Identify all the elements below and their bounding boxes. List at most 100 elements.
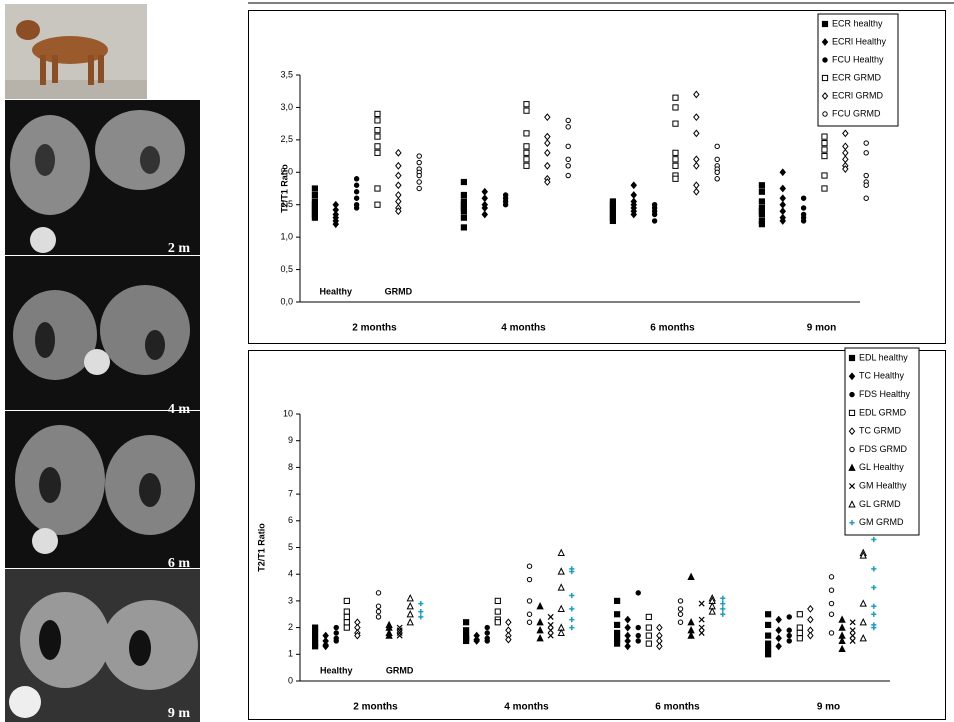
point	[464, 638, 469, 643]
point	[766, 652, 771, 657]
x-tick-label: 6 months	[650, 323, 695, 334]
point	[839, 624, 845, 630]
annotation: GRMD	[386, 665, 414, 675]
point	[673, 105, 678, 110]
annotation: GRMD	[385, 286, 413, 296]
point	[694, 114, 699, 120]
point	[375, 150, 380, 155]
point	[312, 186, 317, 191]
point	[524, 131, 529, 136]
point	[864, 183, 868, 187]
point	[822, 186, 827, 191]
point	[376, 604, 380, 608]
legend-label: ECRl Healthy	[832, 36, 887, 46]
annotation: Healthy	[320, 286, 353, 296]
point	[776, 616, 781, 622]
legend-label: ECR GRMD	[832, 72, 881, 82]
point	[871, 566, 876, 571]
point	[839, 616, 845, 622]
panel-label: 4 m	[168, 402, 191, 417]
point	[344, 625, 349, 630]
point	[808, 616, 813, 622]
y-tick-label: 2,5	[280, 134, 293, 144]
point	[822, 173, 827, 178]
point	[396, 150, 401, 156]
point	[397, 628, 402, 633]
point	[558, 568, 564, 574]
x-tick-label: 9 mo	[817, 702, 840, 713]
point	[524, 108, 529, 113]
point	[843, 130, 848, 136]
point	[376, 615, 380, 619]
page: 2 m 4 m 6 m 9 m 0,00,51,01,52,02,53,03,5…	[0, 0, 954, 722]
point	[524, 157, 529, 162]
point	[417, 160, 421, 164]
point	[850, 633, 855, 638]
legend-marker	[822, 21, 827, 26]
point	[610, 218, 615, 223]
point	[558, 584, 564, 590]
point	[715, 170, 719, 174]
point	[537, 619, 543, 625]
point	[780, 169, 785, 175]
point	[485, 625, 489, 629]
y-tick-label: 1,0	[280, 232, 293, 242]
point	[797, 612, 802, 617]
point	[699, 617, 704, 622]
point	[673, 121, 678, 126]
point	[766, 633, 771, 638]
point	[558, 550, 564, 556]
point	[615, 630, 620, 635]
point	[344, 609, 349, 614]
point	[625, 616, 630, 622]
point	[417, 180, 421, 184]
point	[482, 211, 487, 217]
point	[566, 164, 570, 168]
point	[485, 639, 489, 643]
point	[829, 601, 833, 605]
point	[537, 603, 543, 609]
point	[566, 173, 570, 177]
point	[482, 189, 487, 195]
point	[569, 625, 574, 630]
point	[678, 599, 682, 603]
point	[864, 141, 868, 145]
point	[766, 641, 771, 646]
point	[673, 163, 678, 168]
point	[344, 614, 349, 619]
point	[801, 196, 805, 200]
x-tick-label: 2 months	[352, 323, 397, 334]
point	[548, 622, 553, 627]
point	[376, 591, 380, 595]
point	[396, 172, 401, 178]
point	[396, 182, 401, 188]
point	[829, 588, 833, 592]
point	[636, 625, 640, 629]
point	[797, 630, 802, 635]
point	[375, 118, 380, 123]
point	[766, 622, 771, 627]
point	[759, 212, 764, 217]
figure: 2 m 4 m 6 m 9 m 0,00,51,01,52,02,53,03,5…	[0, 0, 954, 722]
point	[822, 147, 827, 152]
point	[495, 598, 500, 603]
point	[860, 635, 866, 641]
point	[334, 625, 338, 629]
y-tick-label: 3,0	[280, 102, 293, 112]
point	[780, 185, 785, 191]
point	[417, 154, 421, 158]
point	[506, 619, 511, 625]
panel-label: 2 m	[168, 241, 191, 256]
point	[652, 219, 656, 223]
y-tick-label: 0,0	[280, 296, 293, 306]
legend-label: FCU GRMD	[832, 108, 881, 118]
point	[548, 628, 553, 633]
point	[759, 189, 764, 194]
point	[688, 619, 694, 625]
point	[537, 627, 543, 633]
legend-label: EDL GRMD	[859, 407, 907, 417]
point	[694, 91, 699, 97]
point	[871, 604, 876, 609]
point	[482, 195, 487, 201]
point	[797, 636, 802, 641]
